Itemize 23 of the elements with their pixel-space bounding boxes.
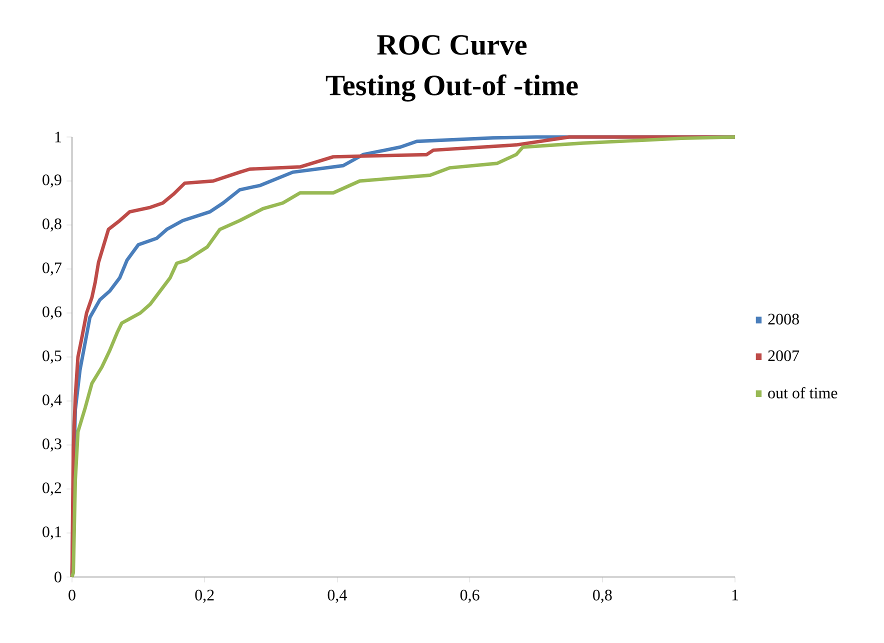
y-tick-label: 0,4: [42, 394, 62, 408]
y-tick-label: 1: [55, 132, 62, 142]
y-tick-label: 0,1: [42, 526, 62, 540]
legend-label: out of time: [768, 387, 838, 398]
x-tick-label: 1: [732, 590, 738, 600]
y-tick-label: 0: [54, 572, 62, 582]
y-tick-label: 0,9: [42, 174, 62, 188]
chart-title: ROC Curve: [377, 35, 527, 55]
x-tick-label: 0,8: [593, 590, 612, 603]
y-tick-label: 0,5: [42, 350, 62, 364]
x-tick-label: 0: [68, 590, 76, 600]
y-tick-label: 0,2: [42, 482, 62, 496]
y-tick-label: 0,6: [42, 306, 62, 320]
y-tick-label: 0,3: [42, 438, 62, 452]
y-tick-label: 0,7: [42, 262, 62, 276]
x-tick-label: 0,2: [195, 590, 214, 603]
chart-subtitle: Testing Out-of -time: [326, 74, 578, 102]
x-tick-label: 0,6: [460, 590, 480, 603]
legend-label: 2008: [768, 314, 799, 325]
x-tick-label: 0,4: [328, 590, 347, 603]
legend-label: 2007: [768, 350, 800, 362]
y-tick-label: 0,8: [42, 218, 62, 232]
line-series: [70, 135, 737, 579]
